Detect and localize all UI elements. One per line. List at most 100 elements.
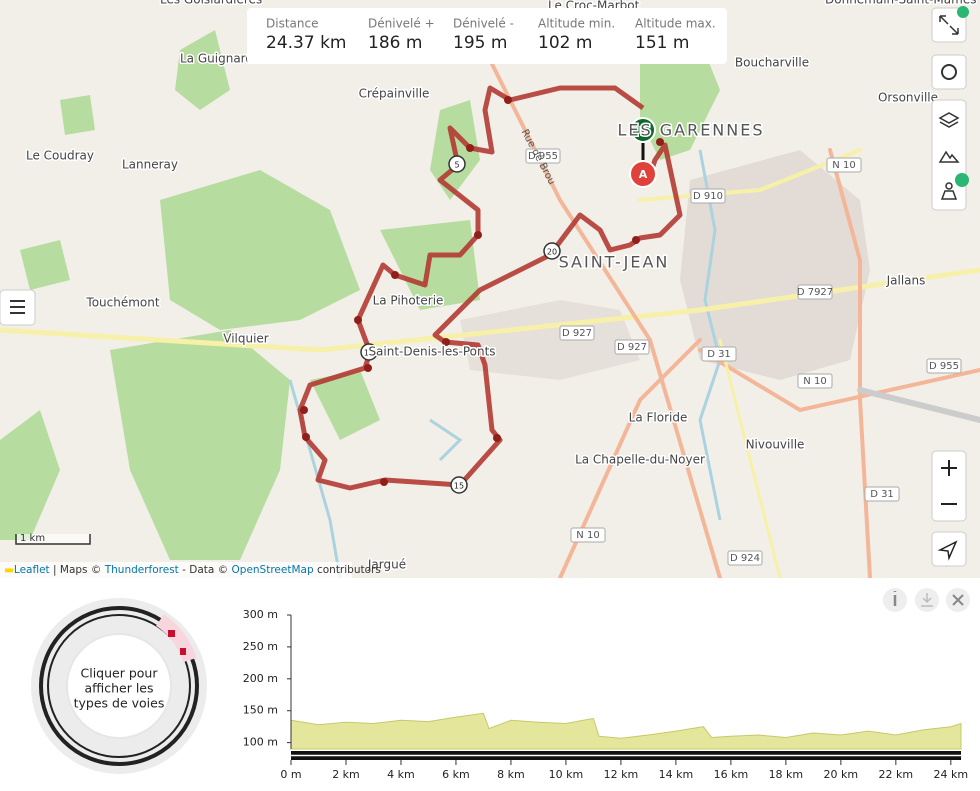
route-dot [354,316,362,324]
donut-segment [168,630,175,637]
map[interactable]: 5 10 15 20 D A Les Goislardières La Guignard Cr… [0,0,980,580]
route-dot [442,338,450,346]
x-tick-label: 10 km [549,768,584,781]
road-shield [797,284,833,300]
road-shield [864,486,900,502]
place-label: Le Coudray [26,149,94,163]
place-label: Saint-Denis-les-Ponts [368,345,495,359]
end-label: A [639,168,648,181]
place-label: Lanneray [122,158,178,172]
y-tick-label: 200 m [243,672,278,685]
place-label: Jargué [367,558,406,572]
x-tick-label: 18 km [769,768,804,781]
stat-value: 24.37 km [266,33,346,53]
km-marker [543,242,561,260]
attribution-link[interactable]: Thunderforest [104,564,179,576]
stat-value: 195 m [453,33,507,53]
icon [941,460,957,505]
icon [10,300,25,314]
km-marker-label: 15 [454,482,464,491]
x-tick-label: 8 km [497,768,525,781]
map-controls [0,6,969,567]
km-marker [448,155,466,173]
donut-segment [180,648,186,655]
layers-group[interactable] [931,99,967,211]
place-label: Donnemain-Saint-Mamès [825,0,976,7]
route-dot [632,236,640,244]
attribution-link[interactable]: Leaflet [14,564,50,576]
route-dot [474,231,482,239]
icon [937,540,958,561]
route-dot [493,434,501,442]
elevation-area [290,712,962,750]
attribution-box [0,562,352,578]
icon [938,112,960,128]
km-marker [360,343,378,361]
scale-bar [15,534,91,545]
donut-ring[interactable] [39,606,199,766]
place-label: Orsonville [878,91,938,105]
place-label: La Chapelle-du-Noyer [575,453,705,467]
map-labels: Les Goislardières La Guignard Crépainville… [24,0,977,573]
road-shield [727,550,763,566]
road-shield [570,527,606,543]
place-label: Crépainville [359,87,430,101]
settings-button[interactable] [931,54,967,90]
donut-ring [47,614,191,758]
icon [945,182,953,190]
road-label: N 10 [803,376,826,387]
x-tick-label: 0 m [280,768,301,781]
route-dot [466,144,474,152]
place-label: Les Goislardières [160,0,262,7]
stat-label: Dénivelé - [453,17,514,31]
road-shield [690,188,726,204]
road-label: D 910 [693,191,723,202]
route [297,85,683,491]
y-tick-label: 150 m [243,704,278,717]
place-label: La Floride [629,411,688,425]
km-marker-label: 20 [547,248,557,257]
route-dot [364,364,372,372]
stat-value: 151 m [635,33,689,53]
donut-caption-line: afficher les [84,681,153,696]
y-tick-label: 250 m [243,640,278,653]
place-label: Touchémont [85,296,159,310]
route-dot [504,96,512,104]
zoom-control[interactable] [931,450,967,522]
stats: Distance 24.37 km Dénivelé + 186 m Dénivelé … [266,17,716,54]
road-label: D 7927 [797,287,833,298]
y-tick-label: 300 m [243,608,278,621]
icon [941,64,957,80]
place-label: Vilquier [223,332,269,346]
place-label: Jallans [886,274,926,288]
x-tick-label: 14 km [659,768,694,781]
km-marker-label: 5 [454,161,459,170]
badge [957,6,969,18]
road-label: D 31 [870,489,894,500]
place-label: La Pihoterie [373,294,444,308]
road-shield [826,157,862,173]
road-shield [701,346,737,362]
place-label: Boucharville [735,56,809,70]
x-tick-label: 4 km [387,768,415,781]
forests [0,30,720,560]
route-dot [391,271,399,279]
road-shield [797,373,833,389]
road-label: D 955 [528,151,558,162]
badge [955,173,969,187]
donut-center[interactable] [66,633,172,739]
attribution-link[interactable]: OpenStreetMap [232,564,314,576]
place-label: Nivouville [746,438,805,452]
stat-label: Dénivelé + [368,17,435,31]
x-tick-label: 12 km [604,768,639,781]
route-dot [380,478,388,486]
icon [938,150,960,163]
flag: ▬ [4,564,14,576]
locate-button[interactable] [931,531,967,567]
road-shield [614,339,650,355]
icon [952,594,964,606]
stats-box [247,8,727,64]
stat-label: Altitude max. [635,17,716,31]
